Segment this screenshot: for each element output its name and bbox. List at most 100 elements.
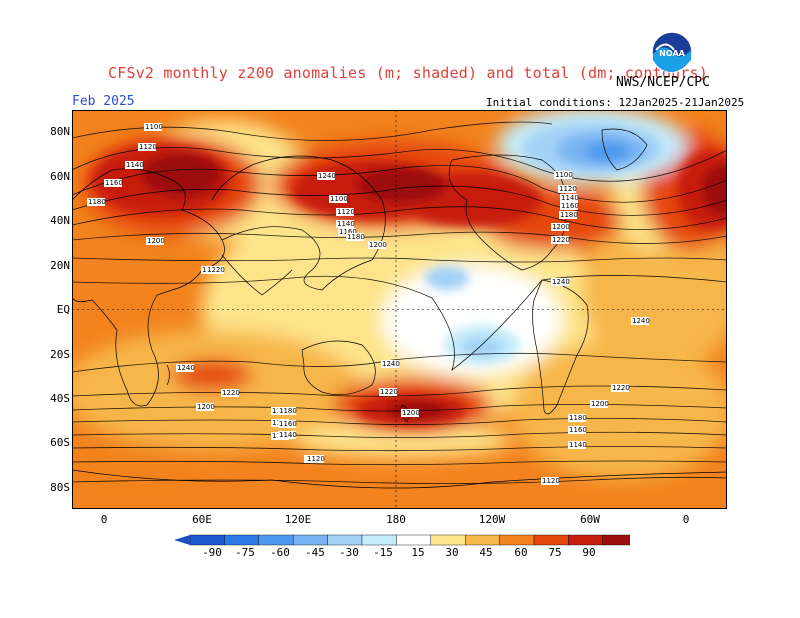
- colorbar-swatch: [292, 534, 328, 546]
- contour-label-bg: [87, 198, 105, 206]
- contour-label: 1120: [559, 185, 577, 193]
- contour-label: 1180: [88, 198, 106, 206]
- colorbar-tick: 30: [445, 546, 459, 559]
- colorbar-tick: -90: [202, 546, 222, 559]
- contour-label-bg: [221, 389, 239, 397]
- contour-label-bg: [144, 123, 162, 131]
- grid-lines: [72, 110, 727, 509]
- colorbar: [174, 534, 630, 546]
- contour-label: 1240: [632, 317, 650, 325]
- contour-label: 1200: [552, 223, 570, 231]
- colorbar-tick: 75: [548, 546, 562, 559]
- contour-label-bg: [138, 143, 156, 151]
- lon-label: 60W: [580, 513, 600, 526]
- contour-label: 1160: [569, 426, 587, 434]
- logo-text: NOAA: [659, 49, 685, 58]
- contour-label-bg: [551, 223, 569, 231]
- contour-label-bg: [146, 237, 164, 245]
- contour-label-bg: [554, 171, 572, 179]
- lon-label: 0: [682, 513, 690, 526]
- contour-label: 1220: [207, 266, 225, 274]
- contour-label-bg: [176, 364, 194, 372]
- contour-label: 1240: [318, 172, 336, 180]
- contour-label: 1120: [307, 455, 325, 463]
- lon-label: 60E: [192, 513, 212, 526]
- contour-label: 1240: [177, 364, 195, 372]
- contour-label: 1180: [569, 414, 587, 422]
- contour-label-bg: [329, 195, 347, 203]
- lat-label: 60S: [50, 436, 70, 449]
- colorbar-tick: -45: [305, 546, 325, 559]
- contour-label-bg: [336, 208, 354, 216]
- colorbar-swatch: [361, 534, 397, 546]
- contour-label: 1140: [337, 220, 355, 228]
- contour-label-bg: [611, 384, 629, 392]
- lat-label: 40S: [50, 392, 70, 405]
- agency-label: NWS/NCEP/CPC: [616, 75, 710, 90]
- contour-label: 1160: [561, 202, 579, 210]
- contour-label: 1200: [369, 241, 387, 249]
- contour-label: 1160: [339, 228, 357, 236]
- colorbar-tick: 60: [514, 546, 528, 559]
- contour-label: 1220: [222, 389, 240, 397]
- contour-label: 1140: [561, 194, 579, 202]
- colorbar-tick: -60: [270, 546, 290, 559]
- colorbar-swatch: [602, 534, 630, 546]
- lon-label: 0: [100, 513, 108, 526]
- contour-label: 1180: [279, 407, 297, 415]
- initial-conditions: Initial conditions: 12Jan2025-21Jan2025: [486, 96, 745, 109]
- contour-label: 1140: [126, 161, 144, 169]
- contour-label-bg: [541, 477, 559, 485]
- contour-label-bg: [317, 172, 335, 180]
- contour-label-bg: [196, 403, 214, 411]
- contour-label-bg: [381, 360, 399, 368]
- contour-label: 1220: [380, 388, 398, 396]
- contour-label: 1220: [612, 384, 630, 392]
- colorbar-tick: 15: [411, 546, 425, 559]
- contour-label: 1100: [555, 171, 573, 179]
- colorbar-swatch: [327, 534, 363, 546]
- contour-label-bg: [368, 241, 386, 249]
- contour-labels: 1100112011401160118012001220124011001120…: [87, 123, 650, 485]
- contour-label-bg: [346, 233, 364, 241]
- lat-label: 60N: [50, 170, 70, 183]
- contour-label-bg: [568, 441, 586, 449]
- contour-label-bg: [401, 409, 419, 417]
- lat-label: 40N: [50, 214, 70, 227]
- lon-label: 180: [386, 513, 406, 526]
- lat-label: 80N: [50, 125, 70, 138]
- colorbar-tick: 90: [582, 546, 596, 559]
- colorbar-swatch: [396, 534, 431, 546]
- colorbar-swatch: [258, 534, 294, 546]
- contour-label-bg: [278, 407, 296, 415]
- contour-label-bg: [560, 194, 578, 202]
- map-frame: [72, 110, 727, 509]
- contour-label-bg: [559, 211, 577, 219]
- contour-label-bg: [206, 266, 224, 274]
- colorbar-tick: -30: [339, 546, 359, 559]
- contour-label: 1200: [147, 237, 165, 245]
- contour-label: 1180: [560, 211, 578, 219]
- colorbar-swatch: [189, 534, 225, 546]
- colorbar-tick: -15: [373, 546, 393, 559]
- contour-label: 1240: [552, 278, 570, 286]
- colorbar-swatch: [465, 534, 500, 546]
- colorbar-swatch: [568, 534, 603, 546]
- contour-label: 1100: [330, 195, 348, 203]
- colorbar-swatch: [499, 534, 535, 546]
- contour-label: 1120: [542, 477, 560, 485]
- lat-label: 80S: [50, 481, 70, 494]
- contour-label: 1240: [382, 360, 400, 368]
- contour-label: 1220: [552, 236, 570, 244]
- contour-label-bg: [590, 400, 608, 408]
- colorbar-tick: 45: [479, 546, 493, 559]
- contour-label-bg: [568, 414, 586, 422]
- noaa-logo-icon: NOAA: [651, 31, 693, 73]
- map-panel: 1100112011401160118012001220124011001120…: [72, 110, 727, 509]
- contour-label-bg: [125, 161, 143, 169]
- contour-label: 1160: [279, 420, 297, 428]
- lat-label: EQ: [56, 303, 70, 316]
- contour-label: 1100: [145, 123, 163, 131]
- contour-label: 1120: [139, 143, 157, 151]
